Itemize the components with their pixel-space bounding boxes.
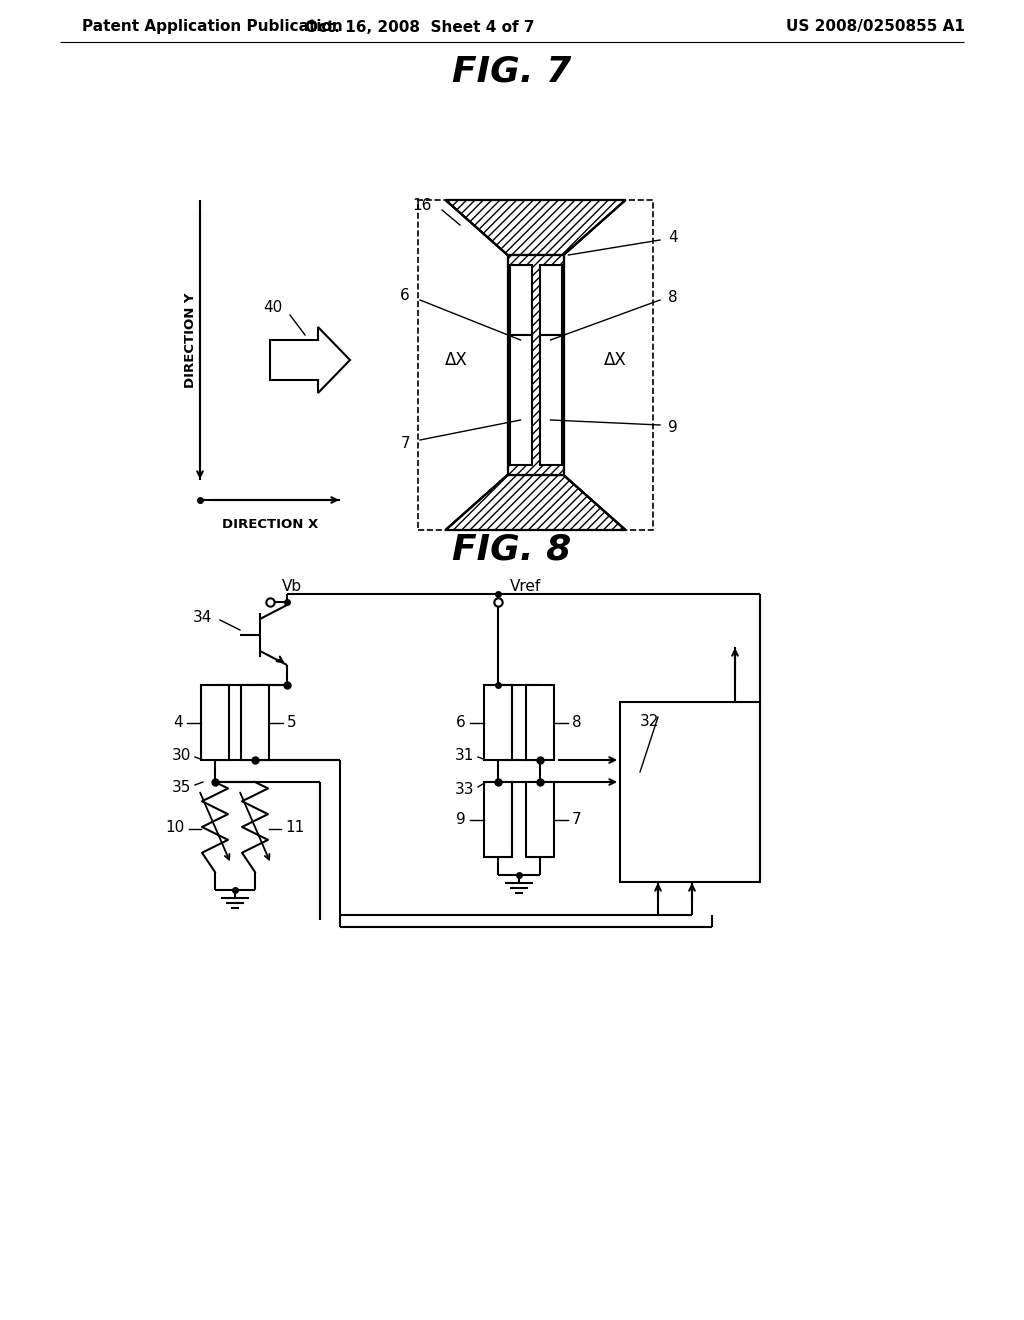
Text: DIRECTION Y: DIRECTION Y xyxy=(183,292,197,388)
Bar xyxy=(510,335,531,465)
Bar xyxy=(526,781,554,857)
Text: 32: 32 xyxy=(640,714,659,730)
Polygon shape xyxy=(445,475,626,531)
Text: 16: 16 xyxy=(413,198,432,213)
Bar xyxy=(241,685,269,760)
Bar xyxy=(508,255,563,475)
Text: ΔX: ΔX xyxy=(444,351,467,370)
Bar xyxy=(510,265,531,395)
Text: 11: 11 xyxy=(285,820,304,834)
Bar xyxy=(540,265,561,395)
Text: 4: 4 xyxy=(173,715,183,730)
Text: 31: 31 xyxy=(455,747,474,763)
Text: 9: 9 xyxy=(457,812,466,828)
Polygon shape xyxy=(445,201,626,255)
Text: 35: 35 xyxy=(172,780,191,795)
Text: 10: 10 xyxy=(166,820,185,834)
Bar xyxy=(484,781,512,857)
Text: Vb: Vb xyxy=(282,579,302,594)
Text: FIG. 8: FIG. 8 xyxy=(453,533,571,568)
Bar xyxy=(620,702,760,882)
Text: FIG. 7: FIG. 7 xyxy=(453,55,571,88)
Text: 7: 7 xyxy=(400,437,410,451)
Text: 6: 6 xyxy=(400,288,410,302)
Text: 8: 8 xyxy=(668,290,678,305)
Bar xyxy=(540,335,561,465)
Text: 5: 5 xyxy=(287,715,297,730)
Text: US 2008/0250855 A1: US 2008/0250855 A1 xyxy=(785,20,965,34)
Bar xyxy=(484,685,512,760)
Text: 4: 4 xyxy=(668,231,678,246)
Bar xyxy=(526,685,554,760)
Bar xyxy=(418,201,653,531)
Text: 8: 8 xyxy=(572,715,582,730)
Text: 9: 9 xyxy=(668,420,678,434)
Polygon shape xyxy=(270,327,350,393)
Text: Patent Application Publication: Patent Application Publication xyxy=(82,20,343,34)
Text: 7: 7 xyxy=(572,812,582,828)
Text: ΔX: ΔX xyxy=(603,351,627,370)
Bar xyxy=(201,685,229,760)
Text: 40: 40 xyxy=(263,301,282,315)
Text: 33: 33 xyxy=(455,783,474,797)
Text: 30: 30 xyxy=(172,747,191,763)
Text: 34: 34 xyxy=(193,610,212,624)
Text: Oct. 16, 2008  Sheet 4 of 7: Oct. 16, 2008 Sheet 4 of 7 xyxy=(305,20,535,34)
Bar xyxy=(508,255,563,475)
Text: Vref: Vref xyxy=(510,579,542,594)
Text: 6: 6 xyxy=(457,715,466,730)
Text: DIRECTION X: DIRECTION X xyxy=(222,517,318,531)
